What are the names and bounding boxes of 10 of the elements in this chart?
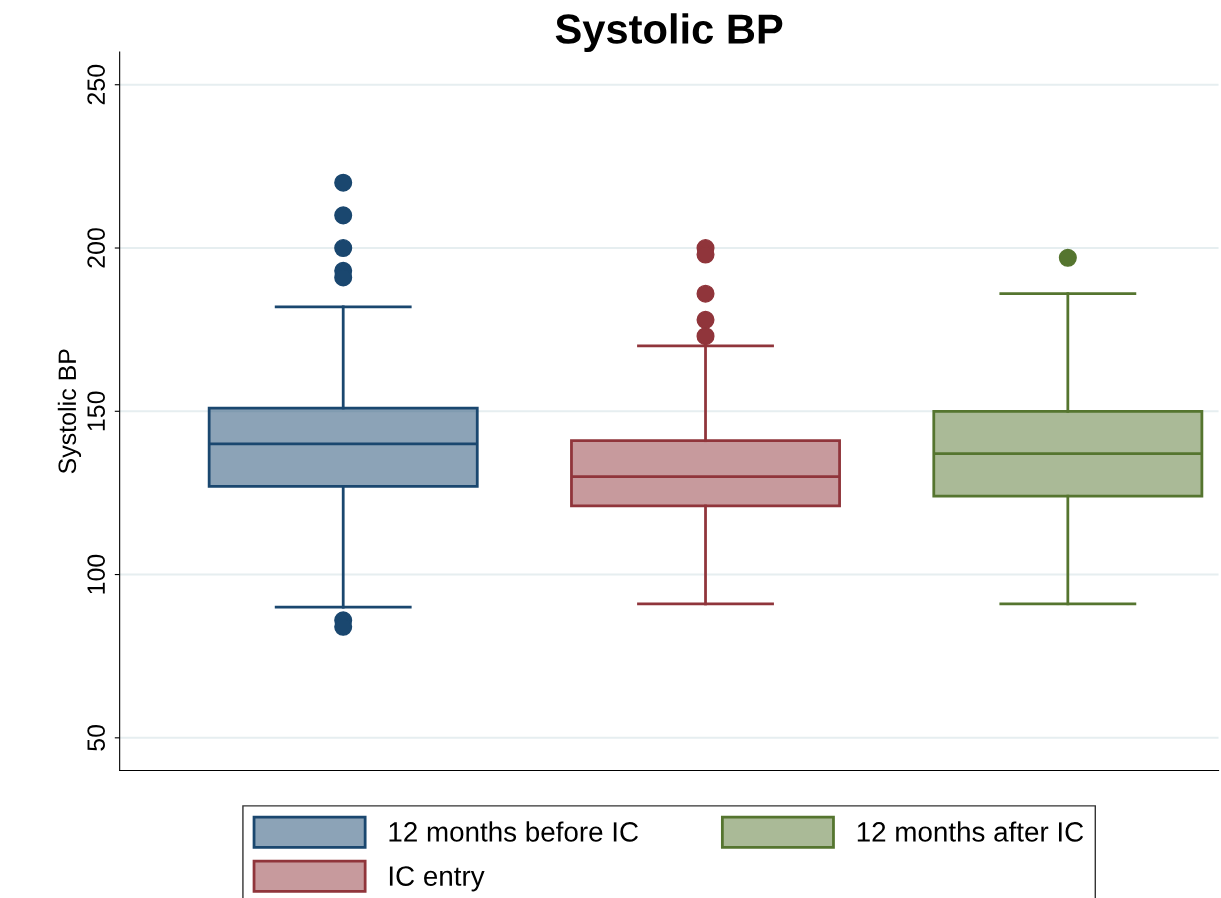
y-tick-label: 100 xyxy=(87,554,105,594)
y-tick-label: 200 xyxy=(87,228,105,268)
y-axis-title: Systolic BP xyxy=(57,349,82,474)
chart-title: Systolic BP xyxy=(555,13,783,53)
legend-label: 12 months after IC xyxy=(857,821,1084,842)
y-tick-label: 50 xyxy=(87,724,105,751)
legend-label: IC entry xyxy=(389,866,485,892)
y-tick-label: 150 xyxy=(87,391,105,431)
legend-label: 12 months before IC xyxy=(389,821,638,842)
y-tick-label: 250 xyxy=(87,64,105,105)
